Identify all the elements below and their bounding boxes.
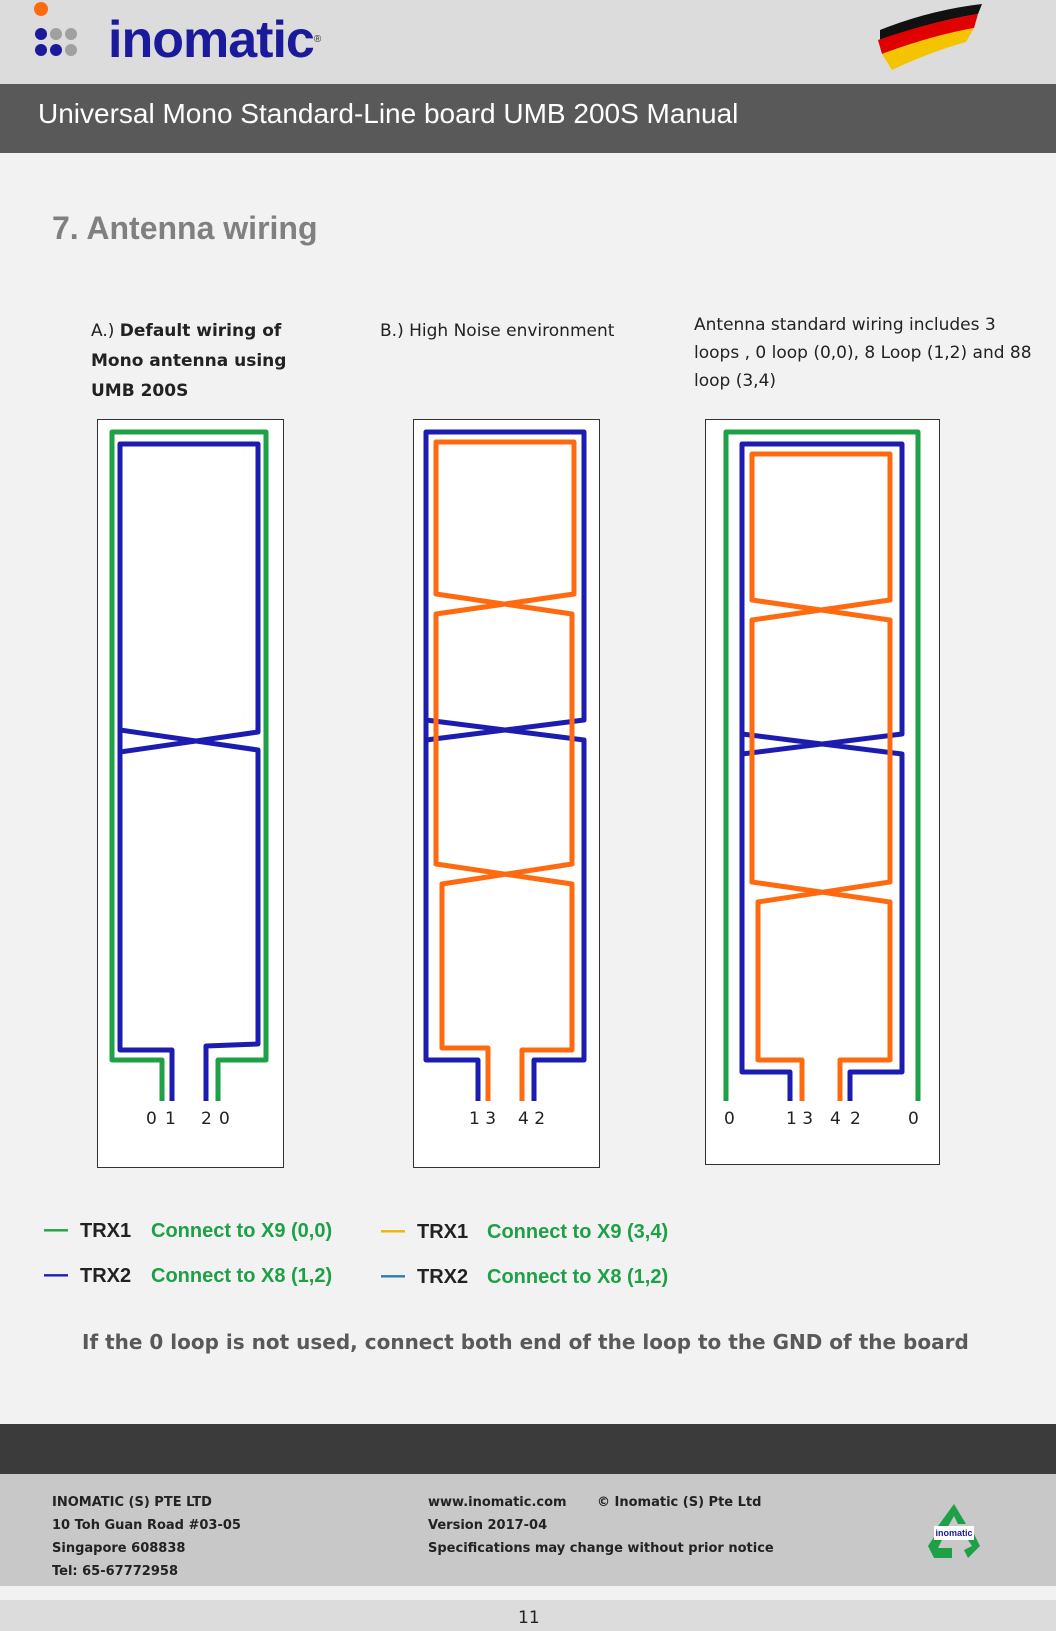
footer-city: Singapore 608838 [52, 1541, 186, 1556]
loop-8-wire [739, 441, 905, 1101]
legend-swatch-blue: — [44, 1261, 68, 1288]
pin-label: 1 [165, 1109, 176, 1129]
loop-0-wire [723, 429, 921, 1101]
loop-8-wire [117, 441, 261, 1101]
footer-company: INOMATIC (S) PTE LTD [52, 1495, 212, 1510]
loop-0-wire [109, 429, 269, 1101]
legend-trx2-connection: Connect to X8 (1,2) [487, 1266, 669, 1288]
title-bar [0, 84, 1056, 153]
page-number: 11 [518, 1608, 540, 1628]
legend-trx2-connection: Connect to X8 (1,2) [151, 1265, 333, 1287]
pin-label: 1 3 [469, 1109, 497, 1129]
pin-label: 0 [219, 1109, 230, 1129]
recycle-logo-text: inomatic [935, 1528, 972, 1538]
section-heading: 7. Antenna wiring [52, 210, 318, 246]
loop-88-wire [749, 451, 893, 1101]
pin-label: 4 2 [518, 1109, 546, 1129]
recycle-logo-icon: inomatic [928, 1504, 980, 1558]
loop-8-cross [119, 727, 261, 1101]
logo-dots-icon [34, 2, 77, 56]
loop-88-wire [433, 439, 577, 1101]
legend-trx1-connection: Connect to X9 (3,4) [487, 1221, 669, 1243]
antenna-diagram-c: 0 1 3 4 2 0 [705, 419, 940, 1165]
registered-mark: ® [313, 34, 321, 45]
document-title: Universal Mono Standard-Line board UMB 2… [38, 98, 739, 129]
footer-band [0, 1424, 1056, 1474]
logo-wordmark: inomatic® [108, 11, 321, 69]
pin-label: 2 [850, 1109, 861, 1129]
footer-address: 10 Toh Guan Road #03-05 [52, 1518, 241, 1533]
pin-label: 0 [146, 1109, 157, 1129]
legend-swatch-yellow: — [381, 1217, 405, 1244]
legend-trx1-label: TRX1 [417, 1221, 469, 1243]
legend-trx2-label: TRX2 [80, 1265, 132, 1287]
footer-tel: Tel: 65-67772958 [52, 1564, 178, 1579]
footer-info [0, 1474, 1056, 1586]
legend-swatch-green: — [44, 1216, 68, 1243]
pin-label: 0 [908, 1109, 919, 1129]
pin-label: 2 [201, 1109, 212, 1129]
pin-label: 1 3 [786, 1109, 814, 1129]
legend-trx2-label: TRX2 [417, 1266, 469, 1288]
pin-label: 4 [830, 1109, 841, 1129]
pin-label: 0 [724, 1109, 735, 1129]
caption-a: A.) Default wiring of Mono antenna using… [91, 321, 287, 401]
footer-copyright: © Inomatic (S) Pte Ltd [597, 1495, 762, 1510]
antenna-diagram-a: 0 1 2 0 [97, 419, 284, 1168]
footer-disclaimer: Specifications may change without prior … [428, 1541, 774, 1556]
legend-trx1-label: TRX1 [80, 1220, 132, 1242]
antenna-diagram-b: 1 3 4 2 [413, 419, 600, 1168]
legend-swatch-lightblue: — [381, 1262, 405, 1289]
caption-b: B.) High Noise environment [380, 321, 615, 341]
legend-trx1-connection: Connect to X9 (0,0) [151, 1220, 333, 1242]
footer-website[interactable]: www.inomatic.com [428, 1495, 567, 1510]
footer-version: Version 2017-04 [428, 1518, 548, 1533]
german-flag-icon [878, 4, 982, 70]
caption-c: Antenna standard wiring includes 3 loops… [694, 315, 1032, 391]
page-number-bar [0, 1600, 1056, 1631]
ground-note: If the 0 loop is not used, connect both … [82, 1330, 969, 1354]
loop-8-wire [423, 429, 587, 1101]
